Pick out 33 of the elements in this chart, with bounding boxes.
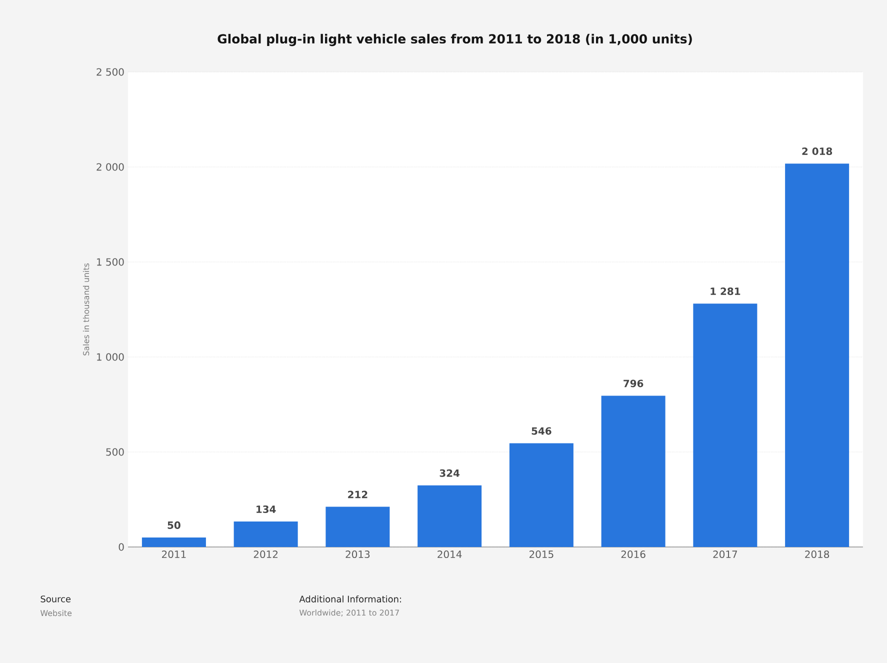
data-label: 134: [256, 505, 276, 514]
x-tick-label: 2018: [805, 550, 830, 558]
text: Source: [40, 596, 71, 602]
bar: [418, 485, 482, 547]
x-tick-label: 2013: [346, 550, 370, 558]
data-label: 212: [348, 490, 368, 498]
bar: [693, 304, 758, 547]
bar: [785, 164, 850, 547]
bar: [509, 443, 574, 547]
bar: [234, 522, 298, 547]
y-tick-label: 1 000: [97, 353, 124, 361]
x-tick-label: 2014: [438, 550, 462, 558]
x-tick-label: 2016: [621, 550, 646, 558]
data-label: 50: [168, 521, 180, 529]
x-tick-label: 2017: [713, 550, 738, 558]
x-tick-label: 2012: [254, 550, 278, 558]
bar: [326, 506, 390, 547]
data-label: 324: [440, 469, 460, 477]
y-tick-label: 500: [106, 448, 124, 456]
data-label: 2 018: [802, 147, 832, 156]
y-tick-label: 2 000: [96, 163, 124, 171]
y-tick-label: 0: [118, 543, 124, 551]
bar: [601, 396, 666, 547]
chart-title: Global plug-in light vehicle sales from 2011 to 2018 (in 1,000 units): [218, 34, 692, 46]
data-label: 1 281: [710, 288, 740, 296]
data-label: 796: [624, 380, 644, 388]
data-label: 546: [532, 427, 552, 435]
y-tick-label: 1 500: [97, 258, 124, 266]
bar: [142, 537, 206, 547]
x-tick-label: 2015: [530, 550, 554, 558]
text: Additional Information:: [299, 596, 401, 602]
x-tick-label: 2011: [162, 550, 186, 558]
y-tick-label: 2 500: [96, 68, 124, 76]
